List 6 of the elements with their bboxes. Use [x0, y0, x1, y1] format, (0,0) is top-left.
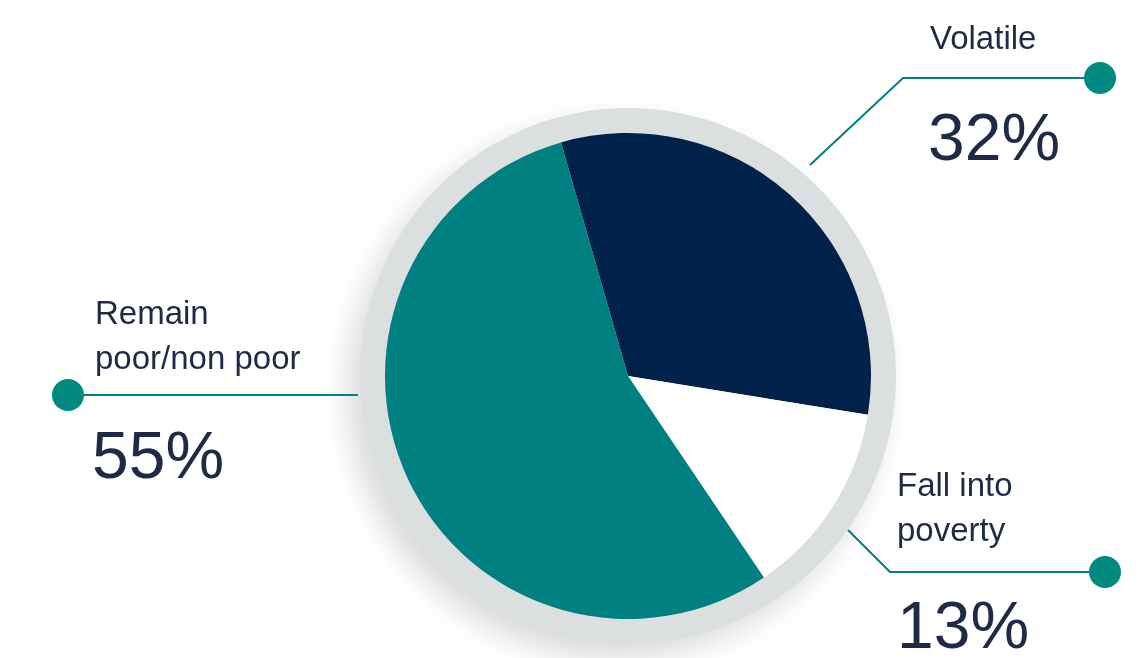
- data-label: 55%: [92, 418, 225, 492]
- slice-label: Remain poor/non poor: [95, 293, 301, 378]
- slice-label: Fall into poverty: [897, 465, 1013, 550]
- data-label: 32%: [928, 100, 1061, 174]
- slice-label: Volatile: [930, 18, 1037, 58]
- data-label: 13%: [897, 588, 1030, 658]
